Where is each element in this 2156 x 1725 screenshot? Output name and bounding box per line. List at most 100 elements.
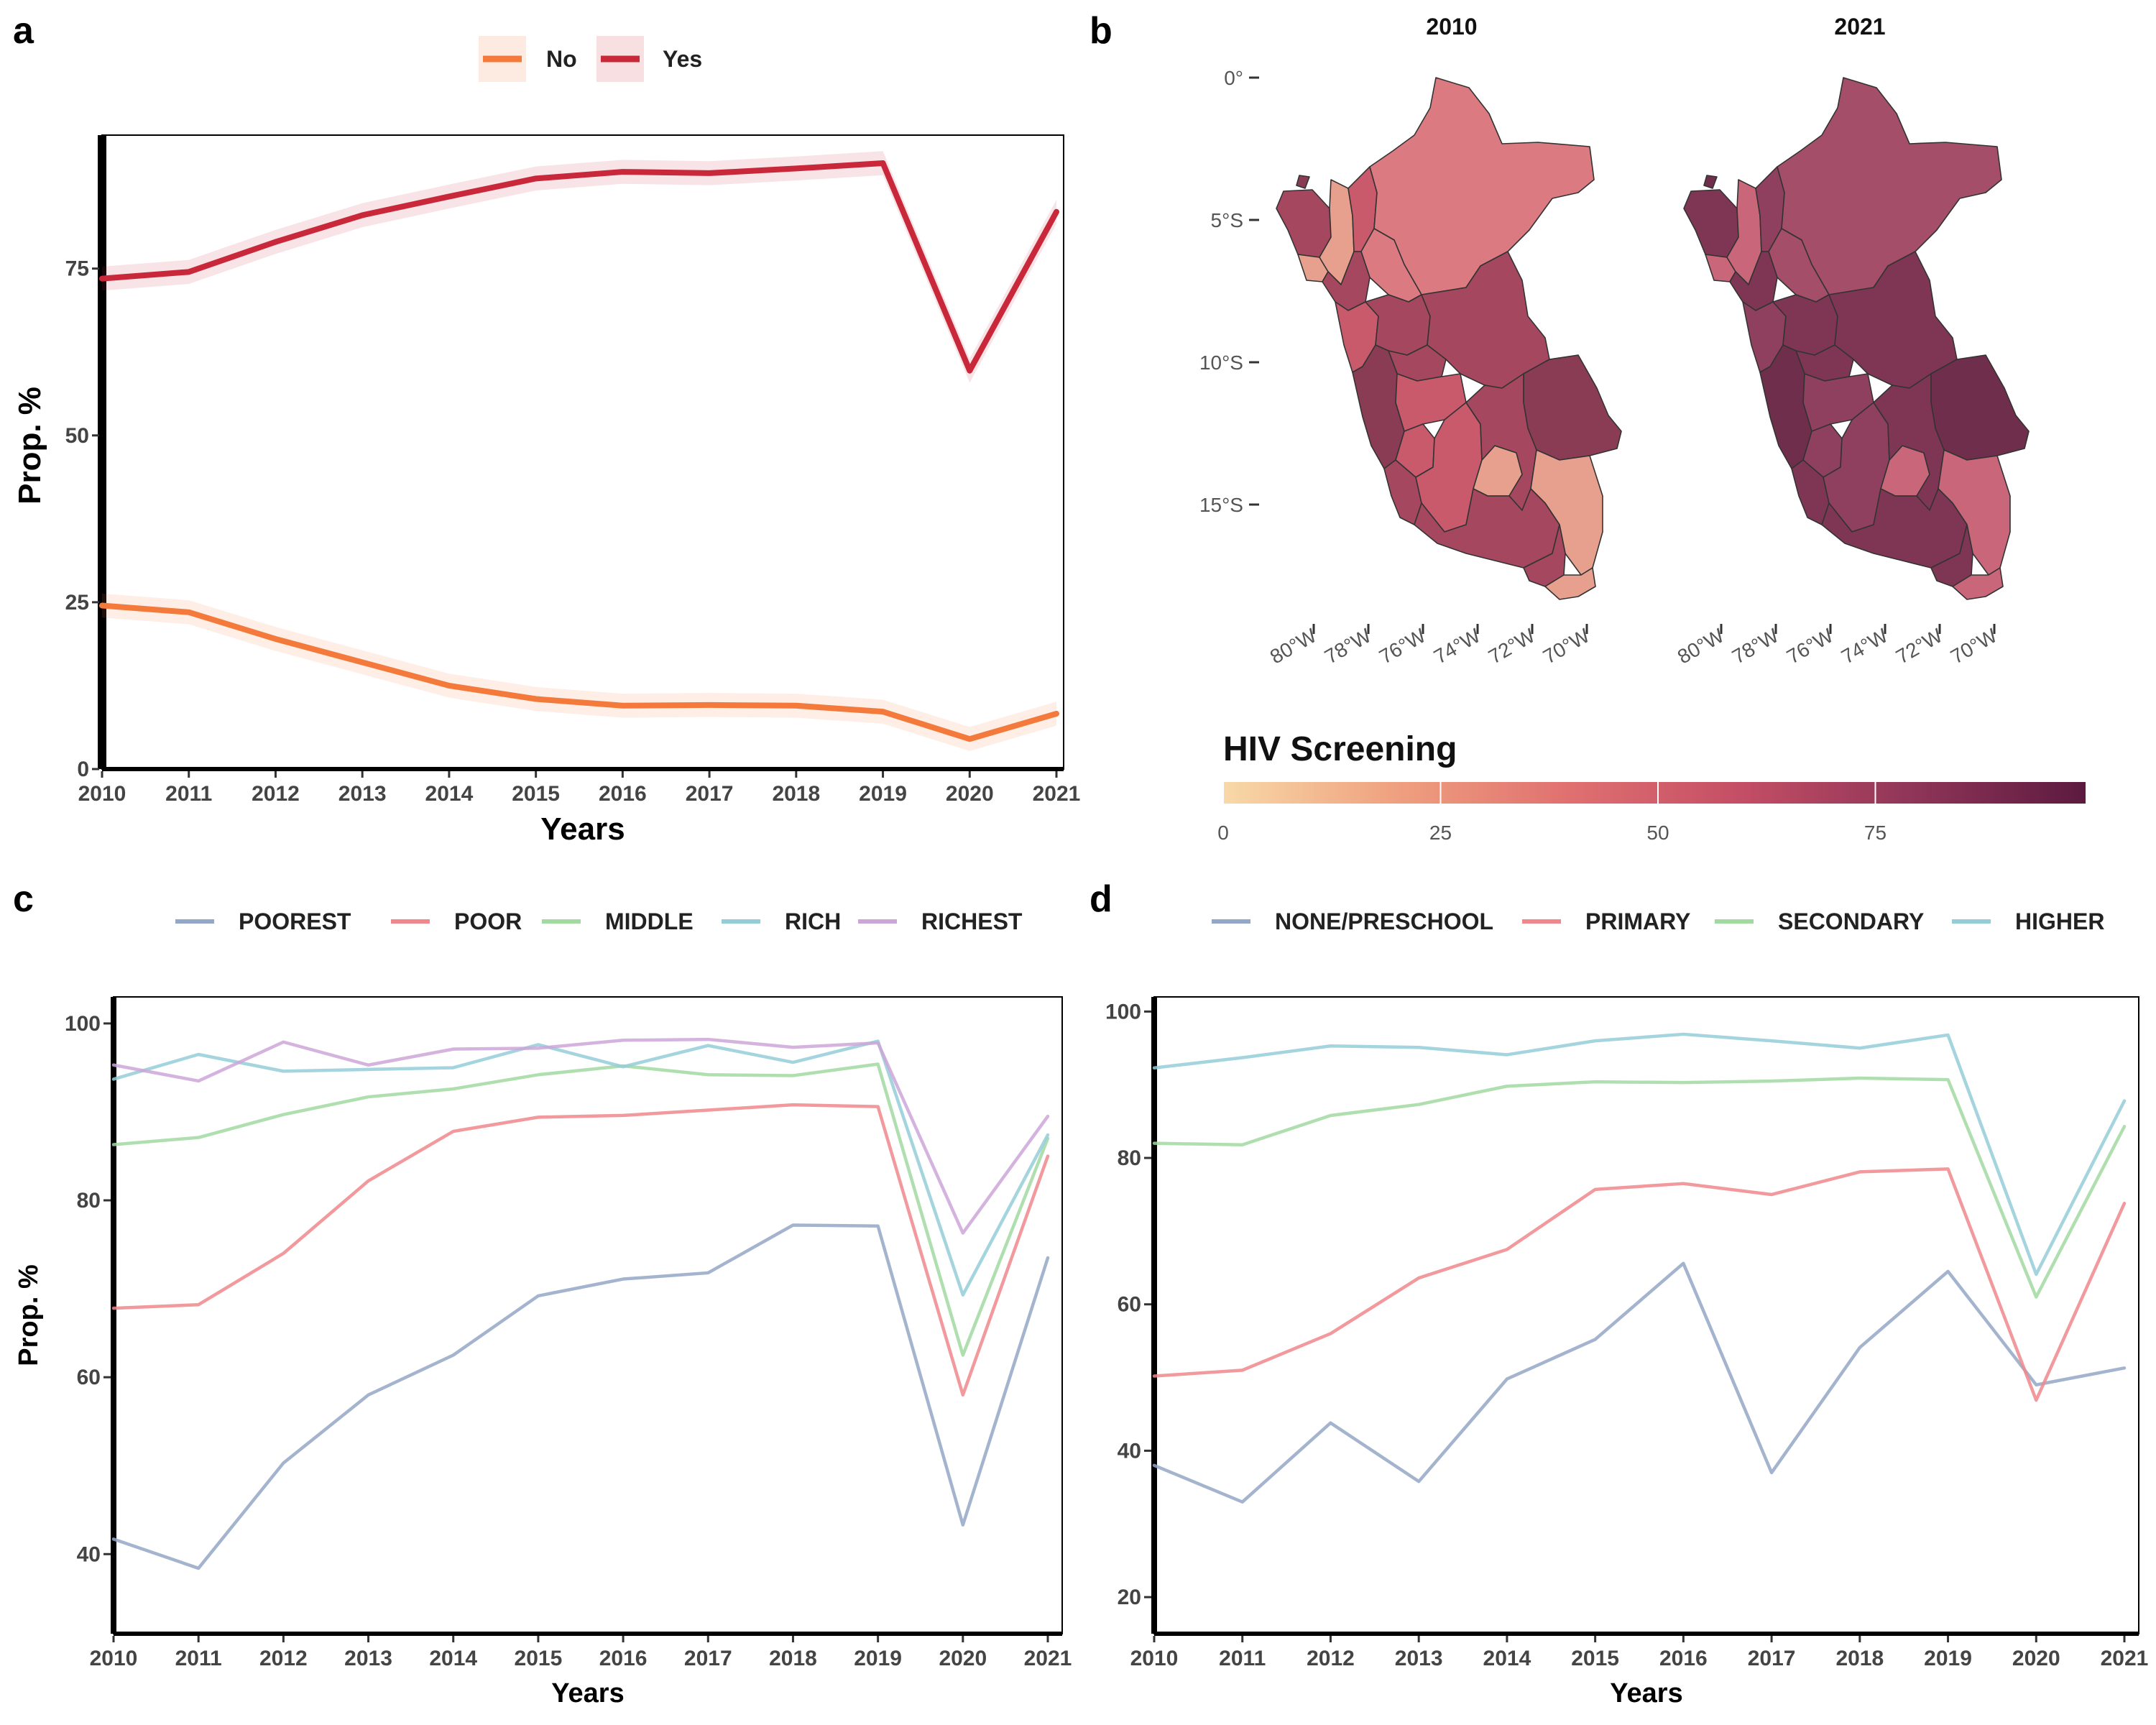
panel-b-letter: b	[1089, 10, 1112, 52]
legend-label-yes: Yes	[663, 46, 702, 72]
x-tick-label: 2019	[854, 1647, 902, 1670]
y-tick-label: 100	[65, 1012, 101, 1036]
series-line-rich	[111, 1039, 1050, 1297]
lon-label-2: 76°W	[1783, 624, 1838, 668]
series-line-primary	[1152, 1167, 2127, 1402]
x-tick-label: 2020	[946, 782, 994, 806]
x-tick-label: 2013	[1395, 1647, 1443, 1670]
lon-label-5: 70°W	[1539, 624, 1594, 668]
lon-label-4: 72°W	[1892, 624, 1947, 668]
series-line-secondary	[1152, 1076, 2127, 1299]
x-tick-label: 2021	[2101, 1647, 2149, 1670]
lat-label-3: 15°S	[1199, 494, 1243, 516]
x-tick-label: 2013	[338, 782, 387, 806]
panel-d-legend: NONE/PRESCHOOL PRIMARY SECONDARY HIGHER	[1212, 908, 2104, 934]
region-piura-2010	[1276, 189, 1332, 258]
lon-label-0: 80°W	[1674, 624, 1728, 668]
y-tick-label: 60	[77, 1366, 101, 1389]
region-madrededios-2021	[1930, 354, 2030, 461]
panel-c-x-title: Years	[551, 1678, 624, 1708]
series-line-no	[99, 602, 1059, 742]
lon-label-1: 78°W	[1728, 624, 1783, 668]
panel-c-letter: c	[13, 878, 34, 920]
series-line-richest	[111, 1037, 1050, 1235]
lat-label-1: 5°S	[1211, 209, 1243, 231]
legend-label-poor: POOR	[454, 908, 522, 934]
lon-label-4: 72°W	[1485, 624, 1539, 668]
ci-band-no	[102, 593, 1056, 751]
y-tick-label: 20	[1118, 1586, 1141, 1609]
series-line-poorest	[111, 1223, 1050, 1570]
legend-label-higher: HIGHER	[2015, 908, 2104, 934]
colorbar-tick-label: 0	[1217, 822, 1229, 844]
lon-label-3: 74°W	[1838, 624, 1892, 668]
region-tacna-2010	[1544, 567, 1596, 600]
x-tick-label: 2021	[1024, 1647, 1072, 1670]
region-tumbes-2010	[1296, 175, 1310, 189]
colorbar-ticks: 0 25 50 75	[1217, 782, 1886, 844]
panel-a-letter: a	[13, 10, 34, 52]
x-tick-label: 2013	[344, 1647, 392, 1670]
map-peru-2010	[1276, 77, 1622, 600]
x-tick-label: 2017	[686, 782, 734, 806]
x-tick-label: 2015	[515, 1647, 563, 1670]
y-tick-label: 60	[1118, 1293, 1141, 1317]
lon-label-2: 76°W	[1376, 624, 1430, 668]
x-tick-label: 2012	[259, 1647, 308, 1670]
lon-label-1: 78°W	[1321, 624, 1376, 668]
panel-d-frame	[1153, 996, 2139, 1634]
series-line-yes	[99, 160, 1059, 374]
x-tick-label: 2020	[2012, 1647, 2060, 1670]
legend-label-poorest: POOREST	[239, 908, 351, 934]
region-tacna-2021	[1952, 567, 2004, 600]
y-tick-label: 0	[77, 758, 89, 781]
x-tick-label: 2015	[512, 782, 560, 806]
lon-label-3: 74°W	[1430, 624, 1485, 668]
panel-d-x-title: Years	[1610, 1678, 1682, 1708]
colorbar-title: HIV Screening	[1223, 730, 1457, 768]
ci-band-yes	[102, 151, 1056, 383]
panel-a-frame	[101, 134, 1064, 770]
y-tick-label: 40	[77, 1542, 101, 1566]
region-moquegua-2021	[1930, 524, 1973, 587]
region-piura-2021	[1683, 189, 1739, 258]
panel-c-legend: POOREST POOR MIDDLE RICH RICHEST	[175, 908, 1023, 934]
legend-label-rich: RICH	[785, 908, 841, 934]
longitude-axis-2010: 80°W 78°W 76°W 74°W 72°W 70°W	[1266, 624, 1594, 668]
legend-label-no: No	[546, 46, 577, 72]
x-tick-label: 2020	[939, 1647, 987, 1670]
region-madrededios-2010	[1523, 354, 1622, 461]
y-tick-label: 80	[1118, 1146, 1141, 1170]
x-tick-label: 2017	[684, 1647, 732, 1670]
panel-c-y-title: Prop. %	[14, 1264, 44, 1366]
y-tick-label: 80	[77, 1189, 101, 1213]
x-tick-label: 2016	[1659, 1647, 1708, 1670]
longitude-axis-2021: 80°W 78°W 76°W 74°W 72°W 70°W	[1674, 624, 2001, 668]
panel-c-ticks: 40 60 80 100 2010 2011 2012 2013 2014 2015 2016 201…	[65, 1012, 1072, 1670]
panel-d-letter: d	[1089, 878, 1112, 920]
lat-label-0: 0°	[1224, 67, 1243, 89]
x-tick-label: 2018	[1835, 1647, 1884, 1670]
latitude-axis: 0° 5°S 10°S 15°S	[1199, 67, 1259, 516]
series-line-none-preschool	[1152, 1261, 2127, 1504]
region-moquegua-2010	[1523, 524, 1566, 587]
y-tick-label: 40	[1118, 1439, 1141, 1463]
x-tick-label: 2010	[90, 1647, 138, 1670]
x-tick-label: 2011	[165, 782, 212, 806]
legend-label-secondary: SECONDARY	[1778, 908, 1924, 934]
x-tick-label: 2014	[425, 782, 474, 806]
series-line-middle	[111, 1062, 1050, 1357]
x-tick-label: 2018	[769, 1647, 817, 1670]
map-title-2010: 2010	[1426, 14, 1477, 40]
x-tick-label: 2016	[599, 1647, 648, 1670]
panel-a-x-title: Years	[540, 811, 625, 847]
region-arequipa-2010	[1414, 488, 1560, 569]
lon-label-5: 70°W	[1947, 624, 2001, 668]
x-tick-label: 2011	[175, 1647, 222, 1670]
map-title-2021: 2021	[1834, 14, 1885, 40]
x-tick-label: 2017	[1748, 1647, 1796, 1670]
x-tick-label: 2012	[252, 782, 300, 806]
colorbar	[1223, 782, 2086, 804]
x-tick-label: 2011	[1219, 1647, 1266, 1670]
panel-a-legend: No Yes	[479, 36, 702, 82]
